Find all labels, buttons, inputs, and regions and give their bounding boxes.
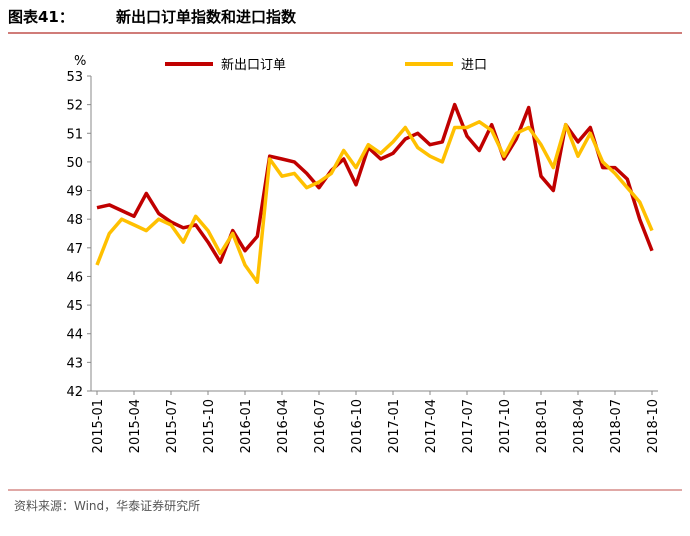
x-tick-label: 2018-07 [609,399,624,453]
x-tick-label: 2015-01 [91,399,106,453]
x-tick-label: 2017-01 [387,399,402,453]
y-tick-label: 50 [66,156,83,171]
y-tick-label: 43 [66,356,83,371]
y-tick-label: 47 [66,242,83,257]
x-tick-label: 2016-07 [313,399,328,453]
x-tick-label: 2018-01 [535,399,550,453]
legend-label: 进口 [461,58,487,73]
chart-title: 新出口订单指数和进口指数 [116,8,297,26]
x-tick-label: 2016-10 [350,399,365,453]
x-tick-label: 2015-07 [165,399,180,453]
x-tick-label: 2017-07 [461,399,476,453]
y-tick-label: 51 [66,127,83,142]
x-tick-label: 2016-01 [239,399,254,453]
y-tick-label: 45 [66,299,83,314]
x-tick-label: 2016-04 [276,399,291,453]
legend-label: 新出口订单 [221,57,286,73]
y-tick-label: 46 [66,270,83,285]
x-tick-label: 2018-04 [572,399,587,453]
y-tick-label: 53 [66,70,83,85]
x-tick-label: 2017-10 [498,399,513,453]
x-tick-label: 2017-04 [424,399,439,453]
y-tick-label: 44 [66,328,83,343]
x-tick-label: 2018-10 [646,399,661,453]
y-tick-label: 49 [66,185,83,200]
y-tick-label: 42 [66,385,83,400]
x-tick-label: 2015-10 [202,399,217,453]
series-line [95,120,654,284]
y-unit: % [74,54,86,69]
x-tick-label: 2015-04 [128,399,143,453]
figure-label: 图表41： [8,8,74,26]
y-tick-label: 48 [66,213,83,228]
y-tick-label: 52 [66,99,83,114]
source: 资料来源：Wind，华泰证券研究所 [14,498,200,513]
